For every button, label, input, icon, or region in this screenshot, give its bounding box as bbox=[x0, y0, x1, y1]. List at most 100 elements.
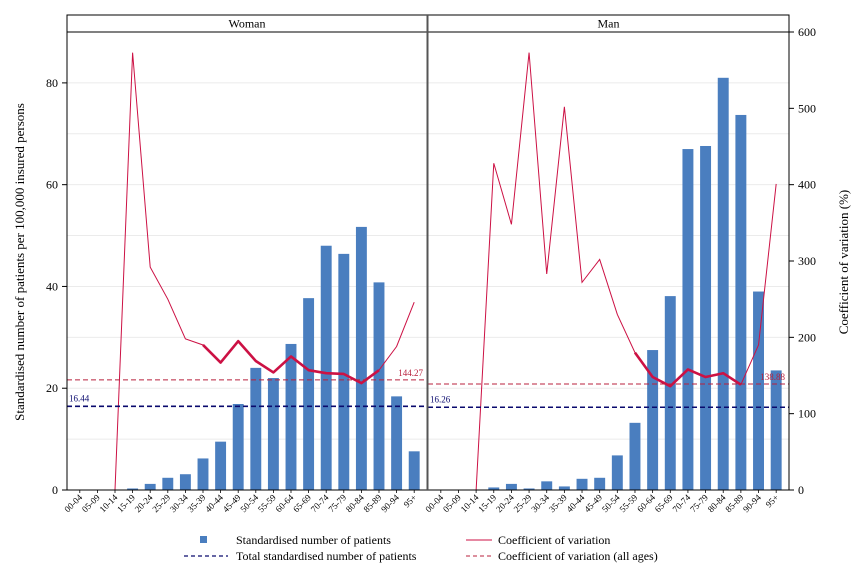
cv-all-ages-label: 138.88 bbox=[760, 372, 785, 382]
x-tick-label-20-24: 20-24 bbox=[133, 492, 155, 514]
x-tick-label-80-84: 80-84 bbox=[344, 492, 366, 514]
legend-swatch-bars bbox=[200, 536, 207, 543]
bar-45-49 bbox=[594, 477, 606, 490]
y-right-tick-label: 200 bbox=[798, 330, 816, 344]
y-right-tick-label: 500 bbox=[798, 101, 816, 115]
x-tick-label-95+: 95+ bbox=[764, 492, 781, 509]
bar-65-69 bbox=[664, 296, 676, 490]
axes-layer: 0 20 40 60 80 0 100 200 300 400 500 600 bbox=[46, 15, 816, 497]
legend-label-total: Total standardised number of patients bbox=[236, 549, 417, 563]
x-tick-label-15-19: 15-19 bbox=[115, 492, 137, 514]
bar-70-74 bbox=[320, 245, 332, 490]
bar-50-54 bbox=[250, 367, 262, 490]
bar-85-89 bbox=[735, 114, 747, 491]
x-tick-label-90-94: 90-94 bbox=[379, 492, 401, 514]
panel-frame bbox=[427, 31, 790, 491]
y-left-tick-label: 80 bbox=[46, 76, 58, 90]
panel-title: Man bbox=[598, 17, 620, 31]
cv-line-bold bbox=[633, 351, 742, 388]
x-tick-label-15-19: 15-19 bbox=[476, 492, 498, 514]
bar-70-74 bbox=[682, 149, 694, 491]
x-tick-label-35-39: 35-39 bbox=[547, 492, 569, 514]
x-tick-label-80-84: 80-84 bbox=[706, 492, 728, 514]
x-tick-label-05-09: 05-09 bbox=[80, 492, 102, 514]
legend: Standardised number of patients Coeffici… bbox=[184, 533, 658, 563]
bar-35-39 bbox=[197, 458, 209, 490]
total-reference-label: 16.26 bbox=[430, 394, 451, 404]
bar-15-19 bbox=[127, 488, 139, 490]
bar-90-94 bbox=[391, 396, 403, 490]
cv-line bbox=[114, 52, 415, 491]
x-tick-label-85-89: 85-89 bbox=[723, 492, 745, 514]
bar-80-84 bbox=[717, 77, 729, 491]
x-tick-label-55-59: 55-59 bbox=[256, 492, 278, 514]
bar-85-89 bbox=[373, 282, 385, 490]
bar-25-29 bbox=[162, 477, 174, 490]
x-tick-label-40-44: 40-44 bbox=[565, 492, 587, 514]
bar-75-79 bbox=[338, 253, 350, 490]
y-right-tick-label: 100 bbox=[798, 407, 816, 421]
x-tick-label-35-39: 35-39 bbox=[185, 492, 207, 514]
x-tick-label-30-34: 30-34 bbox=[529, 492, 551, 514]
bar-20-24 bbox=[505, 483, 517, 490]
legend-label-cv-all: Coefficient of variation (all ages) bbox=[498, 549, 658, 563]
legend-label-bars: Standardised number of patients bbox=[236, 533, 391, 547]
bar-35-39 bbox=[558, 486, 570, 490]
x-tick-label-60-64: 60-64 bbox=[273, 492, 295, 514]
x-tick-label-40-44: 40-44 bbox=[203, 492, 225, 514]
bar-45-49 bbox=[232, 403, 244, 490]
cv-line-bold bbox=[202, 339, 380, 385]
panel-title: Woman bbox=[228, 17, 265, 31]
total-reference-label: 16.44 bbox=[69, 393, 90, 403]
y-right-tick-label: 400 bbox=[798, 178, 816, 192]
x-tick-label-10-14: 10-14 bbox=[459, 492, 481, 514]
x-tick-label-50-54: 50-54 bbox=[238, 492, 260, 514]
bar-15-19 bbox=[488, 487, 500, 490]
x-tick-label-05-09: 05-09 bbox=[441, 492, 463, 514]
x-tick-label-55-59: 55-59 bbox=[617, 492, 639, 514]
y-right-tick-label: 600 bbox=[798, 25, 816, 39]
x-tick-label-25-29: 25-29 bbox=[512, 492, 534, 514]
cv-line bbox=[475, 52, 777, 491]
x-tick-label-00-04: 00-04 bbox=[423, 492, 445, 514]
x-tick-label-90-94: 90-94 bbox=[741, 492, 763, 514]
bar-55-59 bbox=[629, 422, 641, 490]
x-tick-label-75-79: 75-79 bbox=[326, 492, 348, 514]
x-tick-label-95+: 95+ bbox=[402, 492, 419, 509]
bar-25-29 bbox=[523, 488, 535, 490]
bar-50-54 bbox=[611, 455, 623, 490]
bar-60-64 bbox=[647, 350, 659, 490]
y-left-tick-label: 40 bbox=[46, 279, 58, 293]
bar-20-24 bbox=[144, 483, 156, 490]
bar-95+ bbox=[770, 370, 782, 490]
bar-80-84 bbox=[355, 226, 367, 490]
panel-man: Man 16.26 138.88 00-0405-0910-1415-1920-242… bbox=[423, 14, 790, 514]
y-right-tick-label: 300 bbox=[798, 254, 816, 268]
x-tick-label-50-54: 50-54 bbox=[600, 492, 622, 514]
y-left-tick-label: 20 bbox=[46, 381, 58, 395]
x-tick-label-25-29: 25-29 bbox=[150, 492, 172, 514]
x-tick-label-00-04: 00-04 bbox=[62, 492, 84, 514]
x-tick-label-60-64: 60-64 bbox=[635, 492, 657, 514]
bar-40-44 bbox=[215, 441, 227, 490]
panels-layer: Woman16.44144.2700-0405-0910-1415-1920-2… bbox=[62, 14, 790, 514]
x-tick-label-85-89: 85-89 bbox=[361, 492, 383, 514]
bar-75-79 bbox=[700, 145, 712, 491]
bar-40-44 bbox=[576, 478, 588, 490]
y-axis-right-title: Coefficient of variation (%) bbox=[836, 190, 851, 335]
bar-55-59 bbox=[267, 378, 279, 490]
bar-90-94 bbox=[753, 291, 764, 490]
bar-65-69 bbox=[303, 298, 315, 490]
panel-frame bbox=[66, 31, 428, 491]
cv-all-ages-label: 144.27 bbox=[398, 368, 423, 378]
x-tick-label-70-74: 70-74 bbox=[309, 492, 331, 514]
x-tick-label-10-14: 10-14 bbox=[97, 492, 119, 514]
legend-label-cv: Coefficient of variation bbox=[498, 533, 610, 547]
x-tick-label-30-34: 30-34 bbox=[168, 492, 190, 514]
x-tick-label-70-74: 70-74 bbox=[670, 492, 692, 514]
x-tick-label-75-79: 75-79 bbox=[688, 492, 710, 514]
y-axis-left-title: Standardised number of patients per 100,… bbox=[12, 103, 27, 421]
x-tick-label-45-49: 45-49 bbox=[582, 492, 604, 514]
y-left-tick-label: 0 bbox=[52, 483, 58, 497]
